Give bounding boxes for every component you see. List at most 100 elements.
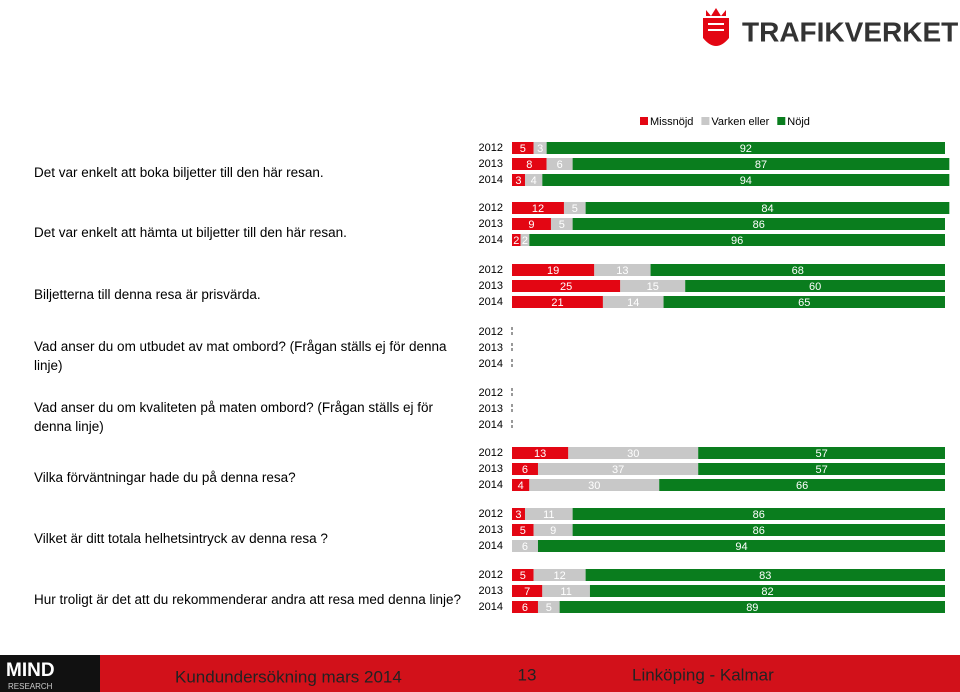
value-label: 3: [515, 175, 521, 187]
year-label: 2014: [479, 174, 503, 186]
legend-swatch: [777, 117, 786, 125]
bar-segment: [585, 202, 950, 214]
value-label: 19: [547, 265, 559, 277]
year-label: 2012: [479, 202, 503, 214]
bar-segment: [512, 540, 538, 552]
footer-brand-sub: RESEARCH: [8, 682, 53, 691]
year-label: 2014: [479, 358, 503, 370]
value-label: 7: [524, 586, 530, 598]
bar-segment: [512, 280, 621, 292]
value-label: 6: [522, 464, 528, 476]
value-label: 5: [520, 143, 526, 155]
bar-segment: [585, 569, 945, 581]
value-label: 15: [647, 281, 659, 293]
value-label: 4: [531, 175, 537, 187]
bar-segment: [529, 479, 660, 491]
value-label: 8: [526, 159, 532, 171]
question-label: Det var enkelt att hämta ut biljetter ti…: [34, 224, 347, 240]
bar-segment: [533, 569, 586, 581]
bar-segment: [572, 158, 950, 170]
bar-segment: [512, 508, 525, 520]
question-label: Hur troligt är det att du rekommenderar …: [34, 591, 461, 607]
footer-brand: MIND: [6, 660, 55, 681]
bar-segment: [572, 508, 945, 520]
bar-segment: [512, 296, 603, 308]
bar-segment: [602, 296, 664, 308]
bar-segment: [512, 158, 547, 170]
value-label: 3: [537, 143, 543, 155]
bar-segment: [512, 585, 543, 597]
footer-title: Kundundersökning mars 2014: [175, 667, 402, 686]
bar-segment: [568, 447, 699, 459]
value-label: 21: [551, 297, 563, 309]
value-label: 96: [731, 235, 743, 247]
legend-label: Missnöjd: [650, 116, 693, 128]
year-label: 2013: [479, 463, 503, 475]
year-label: 2013: [479, 218, 503, 230]
bar-segment: [559, 601, 945, 613]
value-label: 30: [627, 448, 639, 460]
value-label: 2: [522, 235, 528, 247]
value-label: 86: [753, 219, 765, 231]
value-label: 13: [534, 448, 546, 460]
value-label: 84: [761, 203, 773, 215]
logo-text: TRAFIKVERKET: [742, 16, 958, 47]
value-label: 6: [522, 541, 528, 553]
value-label: 57: [815, 448, 827, 460]
value-label: 11: [560, 586, 571, 598]
bar-segment: [550, 218, 573, 230]
value-label: 11: [543, 509, 554, 521]
year-label: 2014: [479, 479, 503, 491]
bar-segment: [572, 524, 945, 536]
year-label: 2012: [479, 508, 503, 520]
year-label: 2014: [479, 540, 503, 552]
question-label: Vilka förväntningar hade du på denna res…: [34, 469, 296, 485]
value-label: 66: [796, 480, 808, 492]
year-label: 2012: [479, 142, 503, 154]
year-label: 2013: [479, 280, 503, 292]
value-label: 94: [735, 541, 747, 553]
bar-segment: [542, 174, 950, 186]
bar-segment: [537, 601, 560, 613]
footer-route: Linköping - Kalmar: [632, 665, 774, 684]
bar-segment: [512, 601, 538, 613]
bar-segment: [546, 142, 945, 154]
bar-segment: [589, 585, 945, 597]
value-label: 87: [755, 159, 767, 171]
bar-segment: [685, 280, 945, 292]
year-label: 2012: [479, 387, 503, 399]
question-label: Det var enkelt att boka biljetter till d…: [34, 164, 324, 180]
value-label: 68: [792, 265, 804, 277]
bar-segment: [659, 479, 945, 491]
value-label: 2: [513, 235, 519, 247]
value-label: 5: [520, 570, 526, 582]
value-label: 9: [528, 219, 534, 231]
bar-segment: [524, 508, 573, 520]
bar-segment: [512, 174, 525, 186]
bar-segment: [533, 524, 573, 536]
legend-label: Varken eller: [711, 116, 769, 128]
bar-segment: [537, 463, 699, 475]
legend-label: Nöjd: [787, 116, 810, 128]
bar-segment: [512, 218, 551, 230]
year-label: 2014: [479, 296, 503, 308]
year-label: 2014: [479, 234, 503, 246]
bar-segment: [512, 479, 530, 491]
value-label: 30: [588, 480, 600, 492]
legend-swatch: [640, 117, 648, 125]
bar-segment: [529, 234, 945, 246]
bar-segment: [563, 202, 586, 214]
bar-segment: [524, 174, 543, 186]
logo-crest: [703, 8, 729, 46]
value-label: 86: [753, 525, 765, 537]
bar-segment: [512, 142, 534, 154]
year-label: 2014: [479, 419, 503, 431]
value-label: 5: [559, 219, 565, 231]
bar-segment: [512, 234, 521, 246]
value-label: 37: [612, 464, 624, 476]
value-label: 13: [616, 265, 628, 277]
footer-logo-bg: [0, 655, 100, 692]
value-label: 5: [572, 203, 578, 215]
value-label: 3: [515, 509, 521, 521]
